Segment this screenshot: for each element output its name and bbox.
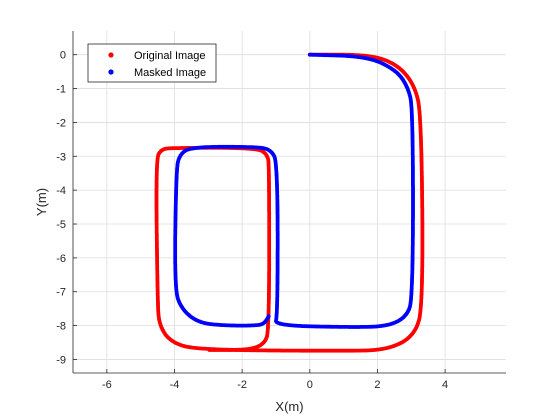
- y-tick-label: -5: [56, 219, 66, 231]
- x-tick-label: 2: [374, 379, 380, 391]
- x-tick-label: 4: [442, 379, 448, 391]
- y-tick-label: -8: [56, 321, 66, 333]
- series-original: [154, 52, 425, 353]
- y-tick-label: 0: [60, 50, 66, 62]
- x-tick-label: 0: [307, 379, 313, 391]
- y-tick-label: -9: [56, 354, 66, 366]
- y-tick-label: -2: [56, 117, 66, 129]
- data-point: [266, 314, 271, 319]
- legend-box: [87, 43, 217, 83]
- legend-label-masked: Masked Image: [134, 67, 206, 79]
- y-axis-label: Y(m): [34, 188, 49, 216]
- x-axis-label: X(m): [275, 399, 303, 414]
- series-masked: [173, 52, 415, 329]
- plot-area: [73, 31, 506, 373]
- data-point: [207, 348, 212, 352]
- x-tick-label: -4: [170, 379, 180, 391]
- legend-marker-original: [108, 52, 114, 58]
- x-tick-label: -2: [237, 379, 247, 391]
- legend-marker-masked: [108, 69, 114, 75]
- y-tick-label: -1: [56, 84, 66, 96]
- legend: Original Image Masked Image: [87, 43, 217, 83]
- y-tick-label: -4: [56, 185, 66, 197]
- y-tick-label: -3: [56, 151, 66, 163]
- y-tick-label: -7: [56, 287, 66, 299]
- y-tick-label: -6: [56, 253, 66, 265]
- data-layer: [154, 52, 425, 353]
- grid: [73, 31, 506, 373]
- tick-labels: -6 -4 -2 0 2 4 0 -1 -2 -3 -4 -5 -6 -7 -8 -9: [56, 50, 448, 391]
- x-tick-label: -6: [102, 379, 112, 391]
- axes: [72, 31, 506, 374]
- legend-label-original: Original Image: [134, 50, 206, 62]
